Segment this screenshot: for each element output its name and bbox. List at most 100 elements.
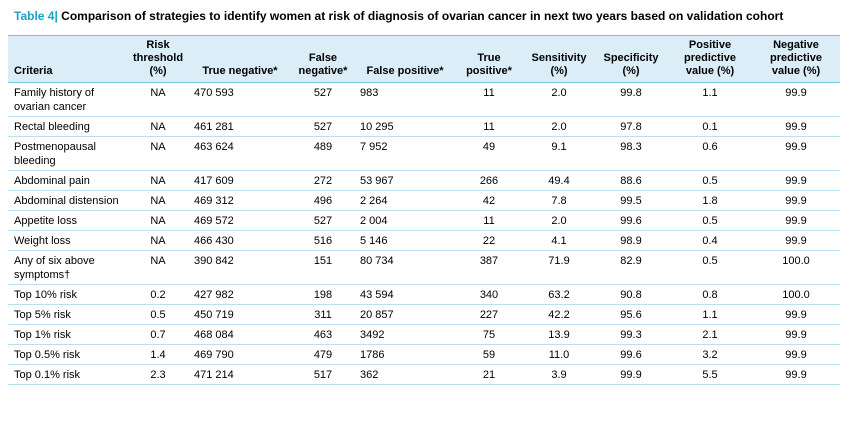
npv-cell: 100.0	[752, 250, 840, 285]
table-title: Table 4| Comparison of strategies to ide…	[14, 9, 783, 23]
false-negative-cell: 516	[290, 230, 356, 251]
npv-cell: 99.9	[752, 190, 840, 211]
threshold-cell: NA	[126, 136, 190, 171]
specificity-cell: 99.6	[594, 210, 668, 231]
ppv-cell: 0.5	[668, 170, 752, 191]
false-positive-cell: 3492	[356, 324, 454, 345]
sensitivity-cell: 2.0	[524, 116, 594, 137]
true-negative-cell: 427 982	[190, 284, 290, 305]
ppv-cell: 5.5	[668, 364, 752, 385]
npv-cell: 99.9	[752, 116, 840, 137]
false-negative-cell: 517	[290, 364, 356, 385]
table-row: Weight loss NA 466 430 516 5 146 22 4.1 98.9 0.4…	[8, 230, 840, 251]
false-negative-cell: 496	[290, 190, 356, 211]
npv-cell: 99.9	[752, 210, 840, 231]
true-negative-cell: 417 609	[190, 170, 290, 191]
threshold-cell: NA	[126, 82, 190, 117]
true-positive-cell: 59	[454, 344, 524, 365]
table-row: Rectal bleeding NA 461 281 527 10 295 11 2.0 97…	[8, 116, 840, 137]
table-row: Top 5% risk 0.5 450 719 311 20 857 227 42.2 95.…	[8, 304, 840, 325]
ppv-cell: 0.6	[668, 136, 752, 171]
true-positive-cell: 21	[454, 364, 524, 385]
criteria-cell: Top 0.1% risk	[8, 364, 126, 385]
column-header: Positive predictive value (%)	[668, 35, 752, 83]
true-negative-cell: 463 624	[190, 136, 290, 171]
column-header: False negative*	[290, 35, 356, 83]
table-row: Family history of ovarian cancer NA 470 59…	[8, 82, 840, 117]
true-positive-cell: 42	[454, 190, 524, 211]
true-positive-cell: 11	[454, 116, 524, 137]
true-negative-cell: 469 572	[190, 210, 290, 231]
specificity-cell: 99.8	[594, 82, 668, 117]
ppv-cell: 0.1	[668, 116, 752, 137]
sensitivity-cell: 7.8	[524, 190, 594, 211]
true-negative-cell: 468 084	[190, 324, 290, 345]
table-row: Top 10% risk 0.2 427 982 198 43 594 340 63.2 90…	[8, 284, 840, 305]
sensitivity-cell: 4.1	[524, 230, 594, 251]
column-header: Specificity (%)	[594, 35, 668, 83]
false-negative-cell: 198	[290, 284, 356, 305]
criteria-cell: Top 1% risk	[8, 324, 126, 345]
true-positive-cell: 340	[454, 284, 524, 305]
ppv-cell: 1.1	[668, 82, 752, 117]
threshold-cell: 0.2	[126, 284, 190, 305]
sensitivity-cell: 42.2	[524, 304, 594, 325]
ppv-cell: 0.5	[668, 250, 752, 285]
column-header: Sensitivity (%)	[524, 35, 594, 83]
npv-cell: 99.9	[752, 344, 840, 365]
false-positive-cell: 53 967	[356, 170, 454, 191]
true-negative-cell: 461 281	[190, 116, 290, 137]
true-positive-cell: 227	[454, 304, 524, 325]
true-negative-cell: 469 790	[190, 344, 290, 365]
criteria-cell: Family history of ovarian cancer	[8, 82, 126, 117]
false-negative-cell: 489	[290, 136, 356, 171]
sensitivity-cell: 2.0	[524, 210, 594, 231]
column-header: True positive*	[454, 35, 524, 83]
threshold-cell: 0.5	[126, 304, 190, 325]
table-row: Appetite loss NA 469 572 527 2 004 11 2.0 99.6 0…	[8, 210, 840, 231]
npv-cell: 100.0	[752, 284, 840, 305]
sensitivity-cell: 63.2	[524, 284, 594, 305]
false-positive-cell: 43 594	[356, 284, 454, 305]
false-positive-cell: 20 857	[356, 304, 454, 325]
specificity-cell: 97.8	[594, 116, 668, 137]
specificity-cell: 98.3	[594, 136, 668, 171]
false-negative-cell: 479	[290, 344, 356, 365]
threshold-cell: NA	[126, 210, 190, 231]
false-positive-cell: 983	[356, 82, 454, 117]
column-header: True negative*	[190, 35, 290, 83]
sensitivity-cell: 3.9	[524, 364, 594, 385]
ppv-cell: 0.5	[668, 210, 752, 231]
criteria-cell: Weight loss	[8, 230, 126, 251]
true-negative-cell: 469 312	[190, 190, 290, 211]
true-positive-cell: 11	[454, 82, 524, 117]
specificity-cell: 82.9	[594, 250, 668, 285]
table-label: Table 4	[14, 9, 55, 23]
threshold-cell: NA	[126, 116, 190, 137]
false-positive-cell: 2 004	[356, 210, 454, 231]
true-negative-cell: 466 430	[190, 230, 290, 251]
false-positive-cell: 1786	[356, 344, 454, 365]
npv-cell: 99.9	[752, 364, 840, 385]
true-negative-cell: 470 593	[190, 82, 290, 117]
true-positive-cell: 266	[454, 170, 524, 191]
column-header: False positive*	[356, 35, 454, 83]
specificity-cell: 95.6	[594, 304, 668, 325]
criteria-cell: Abdominal distension	[8, 190, 126, 211]
true-negative-cell: 390 842	[190, 250, 290, 285]
specificity-cell: 99.3	[594, 324, 668, 345]
criteria-cell: Postmenopausal bleeding	[8, 136, 126, 171]
sensitivity-cell: 13.9	[524, 324, 594, 345]
false-positive-cell: 7 952	[356, 136, 454, 171]
column-header: Risk threshold (%)	[126, 35, 190, 83]
criteria-cell: Top 0.5% risk	[8, 344, 126, 365]
npv-cell: 99.9	[752, 170, 840, 191]
sensitivity-cell: 11.0	[524, 344, 594, 365]
criteria-cell: Abdominal pain	[8, 170, 126, 191]
true-positive-cell: 11	[454, 210, 524, 231]
false-positive-cell: 80 734	[356, 250, 454, 285]
column-header: Criteria	[8, 35, 126, 83]
false-positive-cell: 2 264	[356, 190, 454, 211]
table-caption: Comparison of strategies to identify wom…	[61, 9, 784, 23]
header-row: Criteria Risk threshold (%) True negativ…	[8, 35, 840, 83]
